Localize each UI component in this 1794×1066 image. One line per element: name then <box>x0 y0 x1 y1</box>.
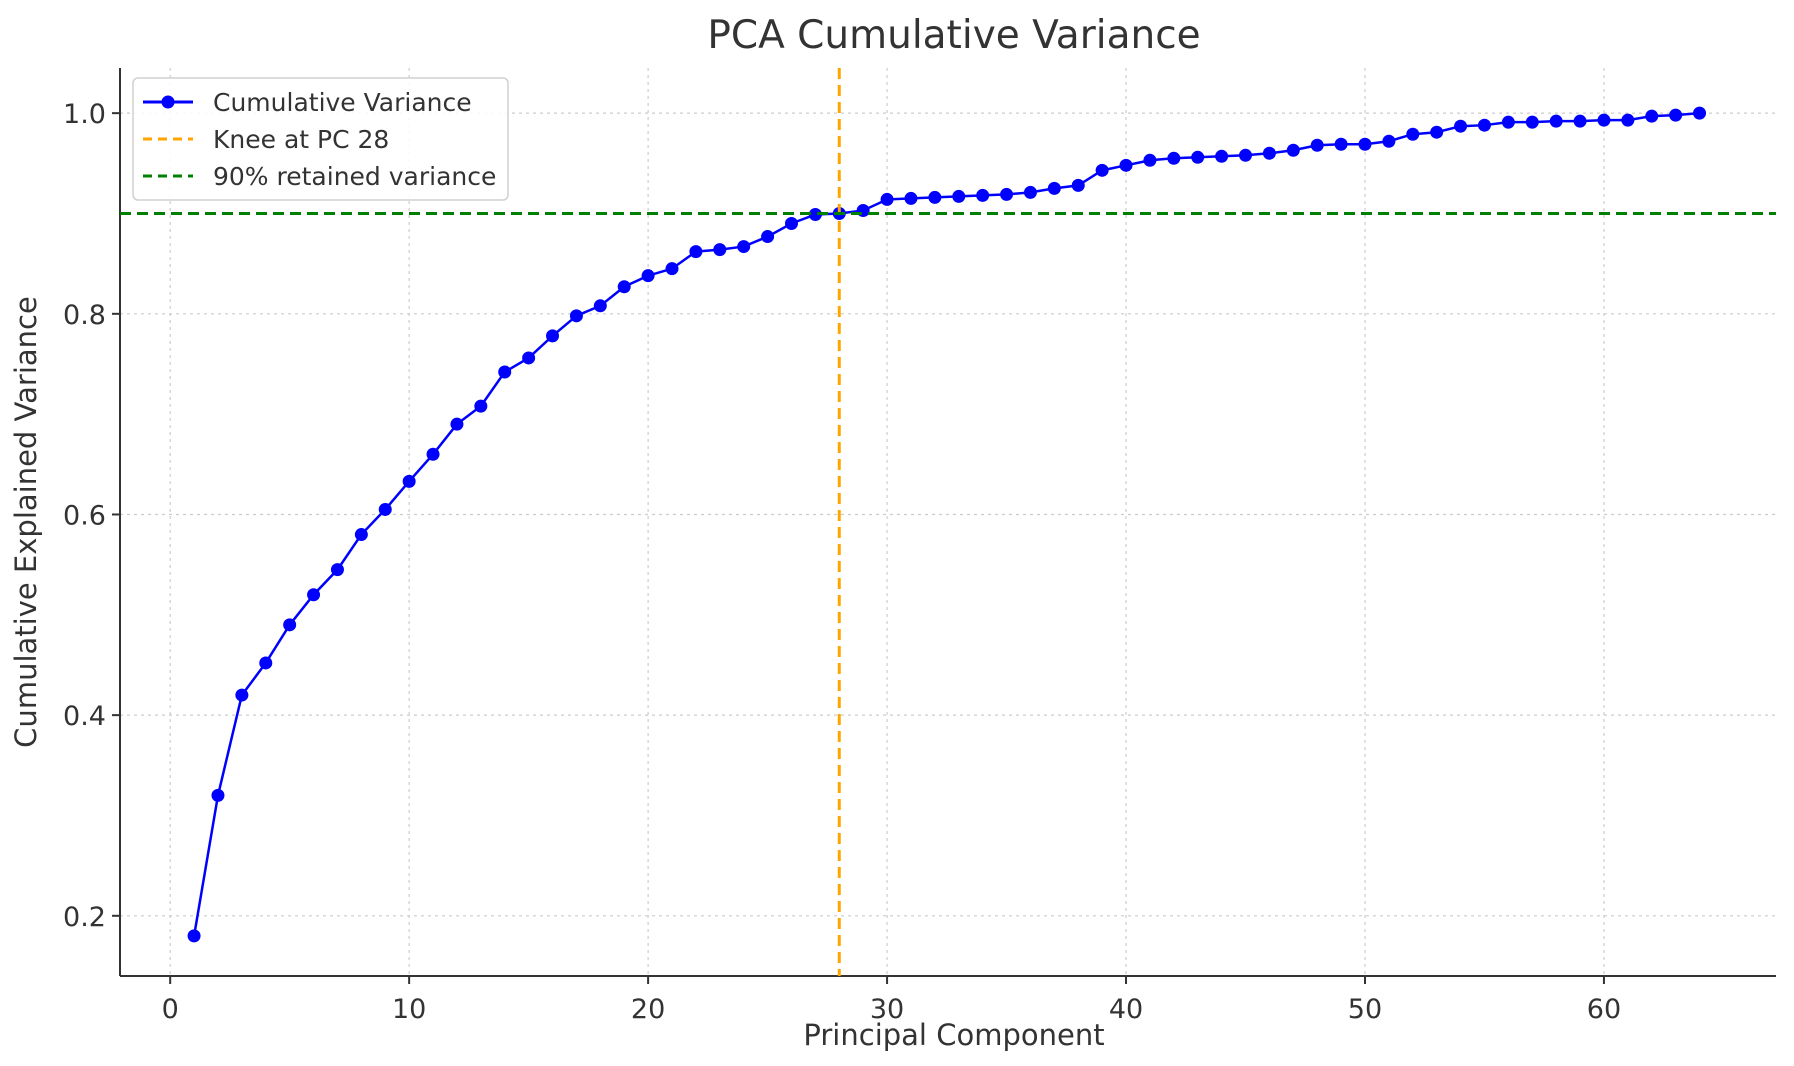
data-point <box>1430 125 1444 139</box>
data-point <box>378 502 392 516</box>
legend-box <box>132 77 509 201</box>
x-tick-label: 50 <box>1348 994 1382 1025</box>
data-point <box>1669 108 1683 122</box>
data-point <box>761 230 775 244</box>
data-point <box>976 188 990 202</box>
data-point <box>1693 106 1707 120</box>
data-point <box>1621 113 1635 127</box>
y-tick-label: 0.8 <box>63 300 106 331</box>
y-tick-label: 0.4 <box>63 701 106 732</box>
data-point <box>569 309 583 323</box>
ticks: 0 10 20 30 40 50 60 0.2 0.4 0.6 0.8 1.0 <box>63 99 1621 1025</box>
data-point <box>593 299 607 313</box>
legend: Cumulative Variance Knee at PC 28 90% reta… <box>132 77 509 201</box>
data-point <box>1143 153 1157 167</box>
legend-label: 90% retained variance <box>213 162 496 191</box>
x-tick-label: 10 <box>392 994 426 1025</box>
data-point <box>1645 109 1659 123</box>
data-point <box>856 203 870 217</box>
data-point <box>1095 163 1109 177</box>
data-point <box>307 588 321 602</box>
data-point <box>1310 138 1324 152</box>
data-point <box>498 365 512 379</box>
data-point <box>689 245 703 259</box>
reference-lines <box>120 68 1776 976</box>
data-point <box>450 417 464 431</box>
x-tick-label: 40 <box>1109 994 1143 1025</box>
y-tick-label: 1.0 <box>63 99 106 130</box>
data-point <box>1573 114 1587 128</box>
data-point <box>1215 149 1229 163</box>
data-point <box>235 688 249 702</box>
x-tick-label: 20 <box>631 994 665 1025</box>
grid <box>120 68 1776 976</box>
data-point <box>928 190 942 204</box>
data-point <box>330 563 344 577</box>
data-point <box>1334 137 1348 151</box>
data-point <box>1477 118 1491 132</box>
data-point <box>737 240 751 254</box>
data-point <box>1501 115 1515 129</box>
data-point <box>1047 181 1061 195</box>
data-point <box>952 189 966 203</box>
data-point <box>784 217 798 231</box>
x-tick-label: 60 <box>1587 994 1621 1025</box>
data-point <box>808 207 822 221</box>
data-point <box>904 191 918 205</box>
data-point <box>1406 127 1420 141</box>
data-point <box>1454 119 1468 133</box>
data-point <box>1262 146 1276 160</box>
data-point <box>880 192 894 206</box>
axes <box>119 68 1776 977</box>
data-point <box>641 269 655 283</box>
data-point <box>1358 137 1372 151</box>
data-point <box>354 528 368 542</box>
series-cumulative-variance <box>187 106 1707 943</box>
data-point <box>1071 178 1085 192</box>
y-tick-label: 0.6 <box>63 500 106 531</box>
data-point <box>1382 134 1396 148</box>
data-point <box>546 329 560 343</box>
data-point <box>617 280 631 294</box>
data-point <box>211 788 225 802</box>
data-point <box>522 351 536 365</box>
data-point <box>1239 148 1253 162</box>
data-point <box>259 656 273 670</box>
data-point <box>1119 158 1133 172</box>
data-point <box>1525 115 1539 129</box>
legend-swatch-marker <box>161 95 175 109</box>
data-point <box>1167 151 1181 165</box>
x-tick-label: 0 <box>162 994 179 1025</box>
data-point <box>283 618 297 632</box>
y-tick-label: 0.2 <box>63 902 106 933</box>
data-point <box>426 447 440 461</box>
legend-label: Knee at PC 28 <box>213 125 389 154</box>
data-point <box>1191 150 1205 164</box>
x-axis-title: Principal Component <box>803 1018 1104 1052</box>
chart-title: PCA Cumulative Variance <box>707 13 1200 58</box>
data-point <box>713 243 727 257</box>
data-point <box>1597 113 1611 127</box>
data-point <box>1000 187 1014 201</box>
data-point <box>1549 114 1563 128</box>
legend-items: Cumulative Variance Knee at PC 28 90% reta… <box>143 88 496 191</box>
y-axis-title: Cumulative Explained Variance <box>9 296 43 748</box>
data-point <box>1286 143 1300 157</box>
data-point <box>665 262 679 276</box>
data-point <box>402 474 416 488</box>
legend-label: Cumulative Variance <box>213 88 472 117</box>
x-tick-label: 30 <box>870 994 904 1025</box>
data-point <box>187 929 201 943</box>
series-line <box>192 111 1700 937</box>
data-point <box>1023 185 1037 199</box>
data-point <box>474 399 488 413</box>
